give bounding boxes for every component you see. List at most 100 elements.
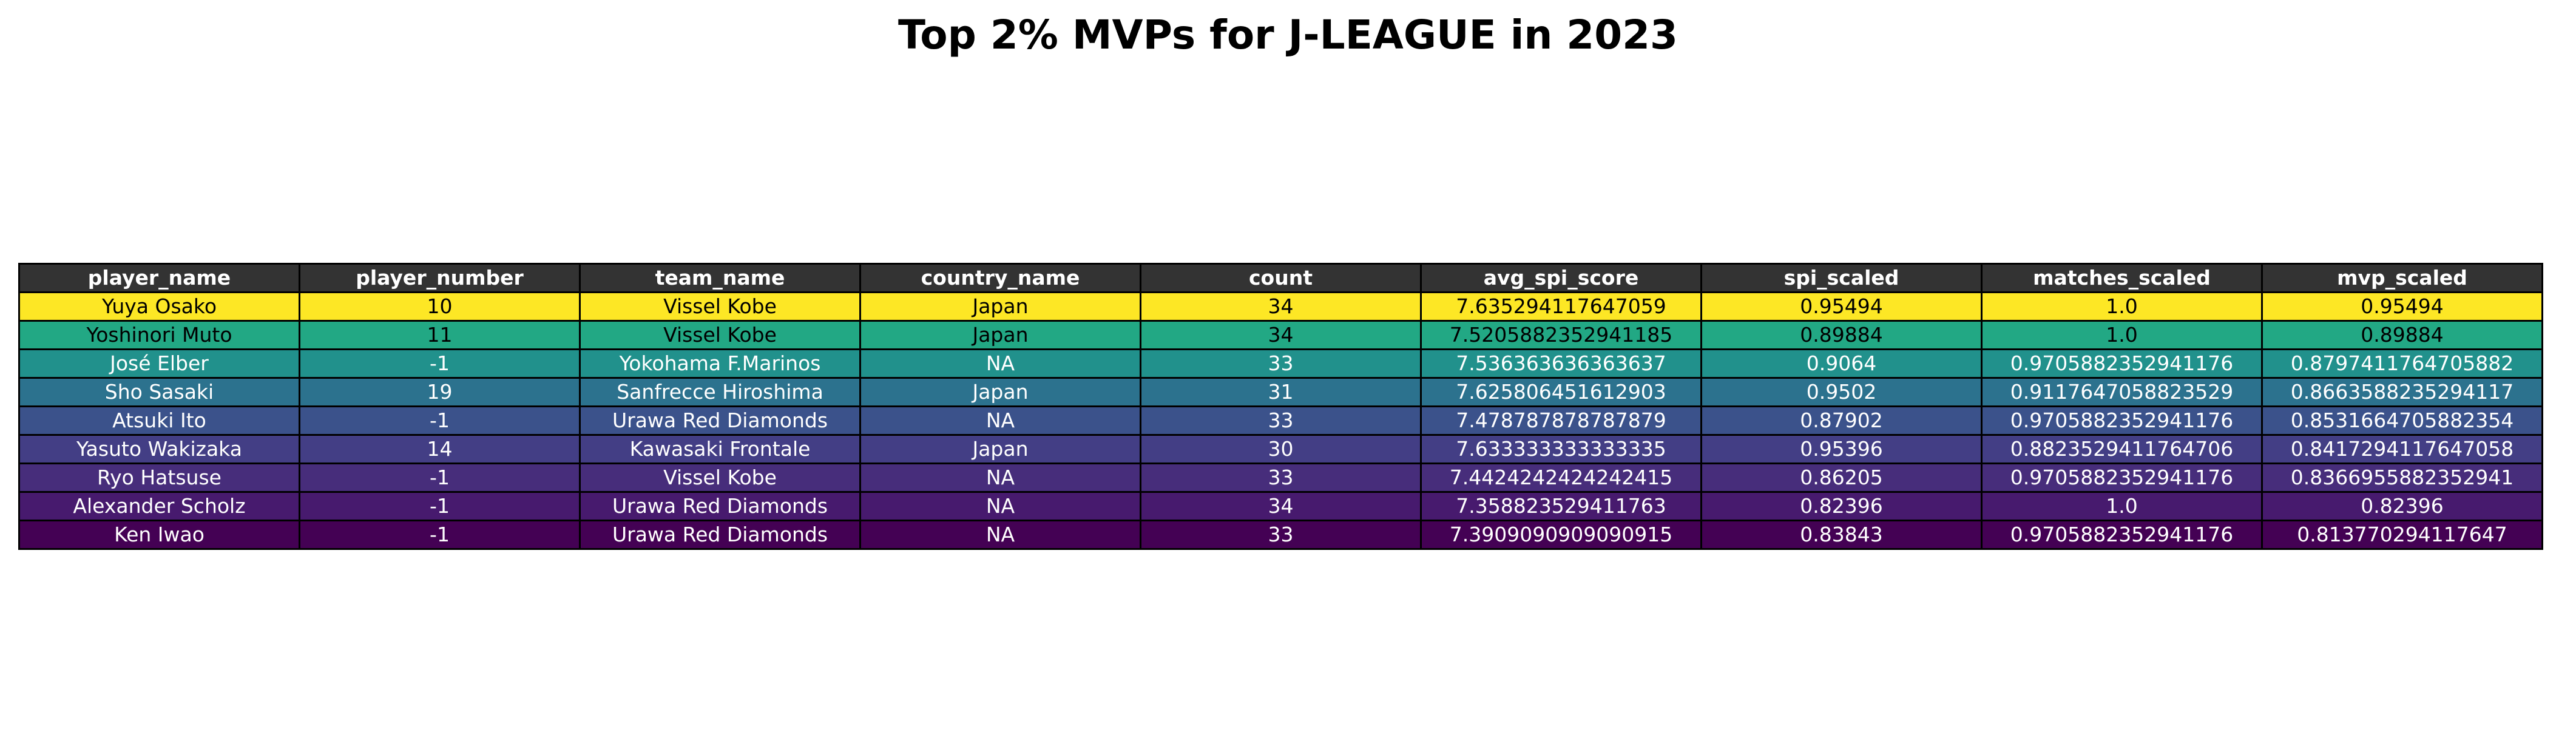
table-cell-mvp-scaled: 0.813770294117647 (2261, 520, 2543, 550)
table-cell-player-number: -1 (299, 491, 581, 521)
table-cell-country-name: Japan (859, 434, 1141, 464)
table-cell-player-name: Yoshinori Muto (18, 320, 300, 350)
column-header: team_name (579, 263, 861, 293)
chart-title: Top 2% MVPs for J-LEAGUE in 2023 (898, 12, 1678, 58)
table-cell-mvp-scaled: 0.8417294117647058 (2261, 434, 2543, 464)
table-cell-team-name: Sanfrecce Hiroshima (579, 377, 861, 407)
table-cell-avg-spi-score: 7.633333333333335 (1420, 434, 1702, 464)
table-cell-count: 34 (1140, 291, 1422, 322)
table-cell-player-name: Atsuki Ito (18, 405, 300, 436)
table-cell-mvp-scaled: 0.95494 (2261, 291, 2543, 322)
table-cell-count: 34 (1140, 491, 1422, 521)
table-cell-matches-scaled: 0.9117647058823529 (1981, 377, 2263, 407)
table-cell-country-name: NA (859, 463, 1141, 493)
table-row: Sho Sasaki 19 Sanfrecce Hiroshima Japan 31 7.… (18, 377, 2543, 407)
column-header: matches_scaled (1981, 263, 2263, 293)
table-cell-team-name: Urawa Red Diamonds (579, 405, 861, 436)
column-header: count (1140, 263, 1422, 293)
table-cell-country-name: NA (859, 348, 1141, 379)
table-row: Yoshinori Muto 11 Vissel Kobe Japan 34 7.5205… (18, 320, 2543, 350)
table-cell-mvp-scaled: 0.8531664705882354 (2261, 405, 2543, 436)
table-cell-spi-scaled: 0.87902 (1700, 405, 1983, 436)
table-cell-country-name: NA (859, 405, 1141, 436)
table-cell-count: 33 (1140, 405, 1422, 436)
table-cell-count: 33 (1140, 520, 1422, 550)
table-cell-spi-scaled: 0.86205 (1700, 463, 1983, 493)
table-cell-spi-scaled: 0.95396 (1700, 434, 1983, 464)
table-cell-country-name: Japan (859, 320, 1141, 350)
table-cell-team-name: Kawasaki Frontale (579, 434, 861, 464)
table-cell-matches-scaled: 0.9705882352941176 (1981, 348, 2263, 379)
table-cell-player-name: Sho Sasaki (18, 377, 300, 407)
table-cell-count: 33 (1140, 348, 1422, 379)
table-cell-avg-spi-score: 7.4424242424242415 (1420, 463, 1702, 493)
table-cell-player-name: Yasuto Wakizaka (18, 434, 300, 464)
table-cell-mvp-scaled: 0.8797411764705882 (2261, 348, 2543, 379)
table-cell-player-name: Yuya Osako (18, 291, 300, 322)
table-cell-player-number: 19 (299, 377, 581, 407)
table-cell-player-name: Ryo Hatsuse (18, 463, 300, 493)
table-cell-player-number: 10 (299, 291, 581, 322)
table-row: Yuya Osako 10 Vissel Kobe Japan 34 7.63529411… (18, 291, 2543, 322)
table-cell-count: 34 (1140, 320, 1422, 350)
table-cell-country-name: Japan (859, 377, 1141, 407)
table-cell-spi-scaled: 0.83843 (1700, 520, 1983, 550)
table-cell-matches-scaled: 0.9705882352941176 (1981, 405, 2263, 436)
table-row: Ryo Hatsuse -1 Vissel Kobe NA 33 7.4424242424… (18, 463, 2543, 493)
table-cell-player-name: Ken Iwao (18, 520, 300, 550)
table-cell-mvp-scaled: 0.8366955882352941 (2261, 463, 2543, 493)
table-row: Alexander Scholz -1 Urawa Red Diamonds NA 34… (18, 491, 2543, 521)
table-cell-player-number: -1 (299, 405, 581, 436)
column-header: spi_scaled (1700, 263, 1983, 293)
table-cell-country-name: NA (859, 520, 1141, 550)
table-cell-team-name: Yokohama F.Marinos (579, 348, 861, 379)
table-cell-team-name: Vissel Kobe (579, 291, 861, 322)
table-cell-matches-scaled: 1.0 (1981, 320, 2263, 350)
table-row: Yasuto Wakizaka 14 Kawasaki Frontale Japan 3… (18, 434, 2543, 464)
table-cell-matches-scaled: 0.9705882352941176 (1981, 520, 2263, 550)
table-cell-mvp-scaled: 0.89884 (2261, 320, 2543, 350)
table-cell-country-name: NA (859, 491, 1141, 521)
table-body: Yuya Osako 10 Vissel Kobe Japan 34 7.63529411… (18, 291, 2543, 550)
table-row: Atsuki Ito -1 Urawa Red Diamonds NA 33 7.4787… (18, 405, 2543, 436)
column-header: mvp_scaled (2261, 263, 2543, 293)
table-cell-player-number: -1 (299, 348, 581, 379)
table-cell-count: 33 (1140, 463, 1422, 493)
table-cell-spi-scaled: 0.9064 (1700, 348, 1983, 379)
table-cell-team-name: Urawa Red Diamonds (579, 491, 861, 521)
column-header: country_name (859, 263, 1141, 293)
table-cell-avg-spi-score: 7.3909090909090915 (1420, 520, 1702, 550)
table-cell-team-name: Vissel Kobe (579, 463, 861, 493)
column-header: player_number (299, 263, 581, 293)
table-cell-spi-scaled: 0.9502 (1700, 377, 1983, 407)
mvp-table: player_name player_number team_name coun… (18, 263, 2543, 550)
table-cell-avg-spi-score: 7.625806451612903 (1420, 377, 1702, 407)
table-cell-player-number: -1 (299, 463, 581, 493)
table-cell-spi-scaled: 0.82396 (1700, 491, 1983, 521)
table-cell-player-number: -1 (299, 520, 581, 550)
table-cell-avg-spi-score: 7.635294117647059 (1420, 291, 1702, 322)
table-cell-avg-spi-score: 7.5205882352941185 (1420, 320, 1702, 350)
table-cell-player-name: José Elber (18, 348, 300, 379)
table-cell-count: 31 (1140, 377, 1422, 407)
table-cell-matches-scaled: 0.9705882352941176 (1981, 463, 2263, 493)
column-header: avg_spi_score (1420, 263, 1702, 293)
table-cell-avg-spi-score: 7.536363636363637 (1420, 348, 1702, 379)
table-cell-avg-spi-score: 7.358823529411763 (1420, 491, 1702, 521)
table-cell-player-number: 11 (299, 320, 581, 350)
table-cell-spi-scaled: 0.89884 (1700, 320, 1983, 350)
table-cell-count: 30 (1140, 434, 1422, 464)
table-cell-avg-spi-score: 7.478787878787879 (1420, 405, 1702, 436)
table-cell-spi-scaled: 0.95494 (1700, 291, 1983, 322)
table-row: José Elber -1 Yokohama F.Marinos NA 33 7.5363… (18, 348, 2543, 379)
header-row: player_name player_number team_name coun… (18, 263, 2543, 293)
table-row: Ken Iwao -1 Urawa Red Diamonds NA 33 7.390909… (18, 520, 2543, 550)
table-cell-player-name: Alexander Scholz (18, 491, 300, 521)
table-cell-matches-scaled: 1.0 (1981, 291, 2263, 322)
table-cell-team-name: Urawa Red Diamonds (579, 520, 861, 550)
table-cell-team-name: Vissel Kobe (579, 320, 861, 350)
table-cell-mvp-scaled: 0.8663588235294117 (2261, 377, 2543, 407)
table-cell-country-name: Japan (859, 291, 1141, 322)
column-header: player_name (18, 263, 300, 293)
table-cell-matches-scaled: 1.0 (1981, 491, 2263, 521)
